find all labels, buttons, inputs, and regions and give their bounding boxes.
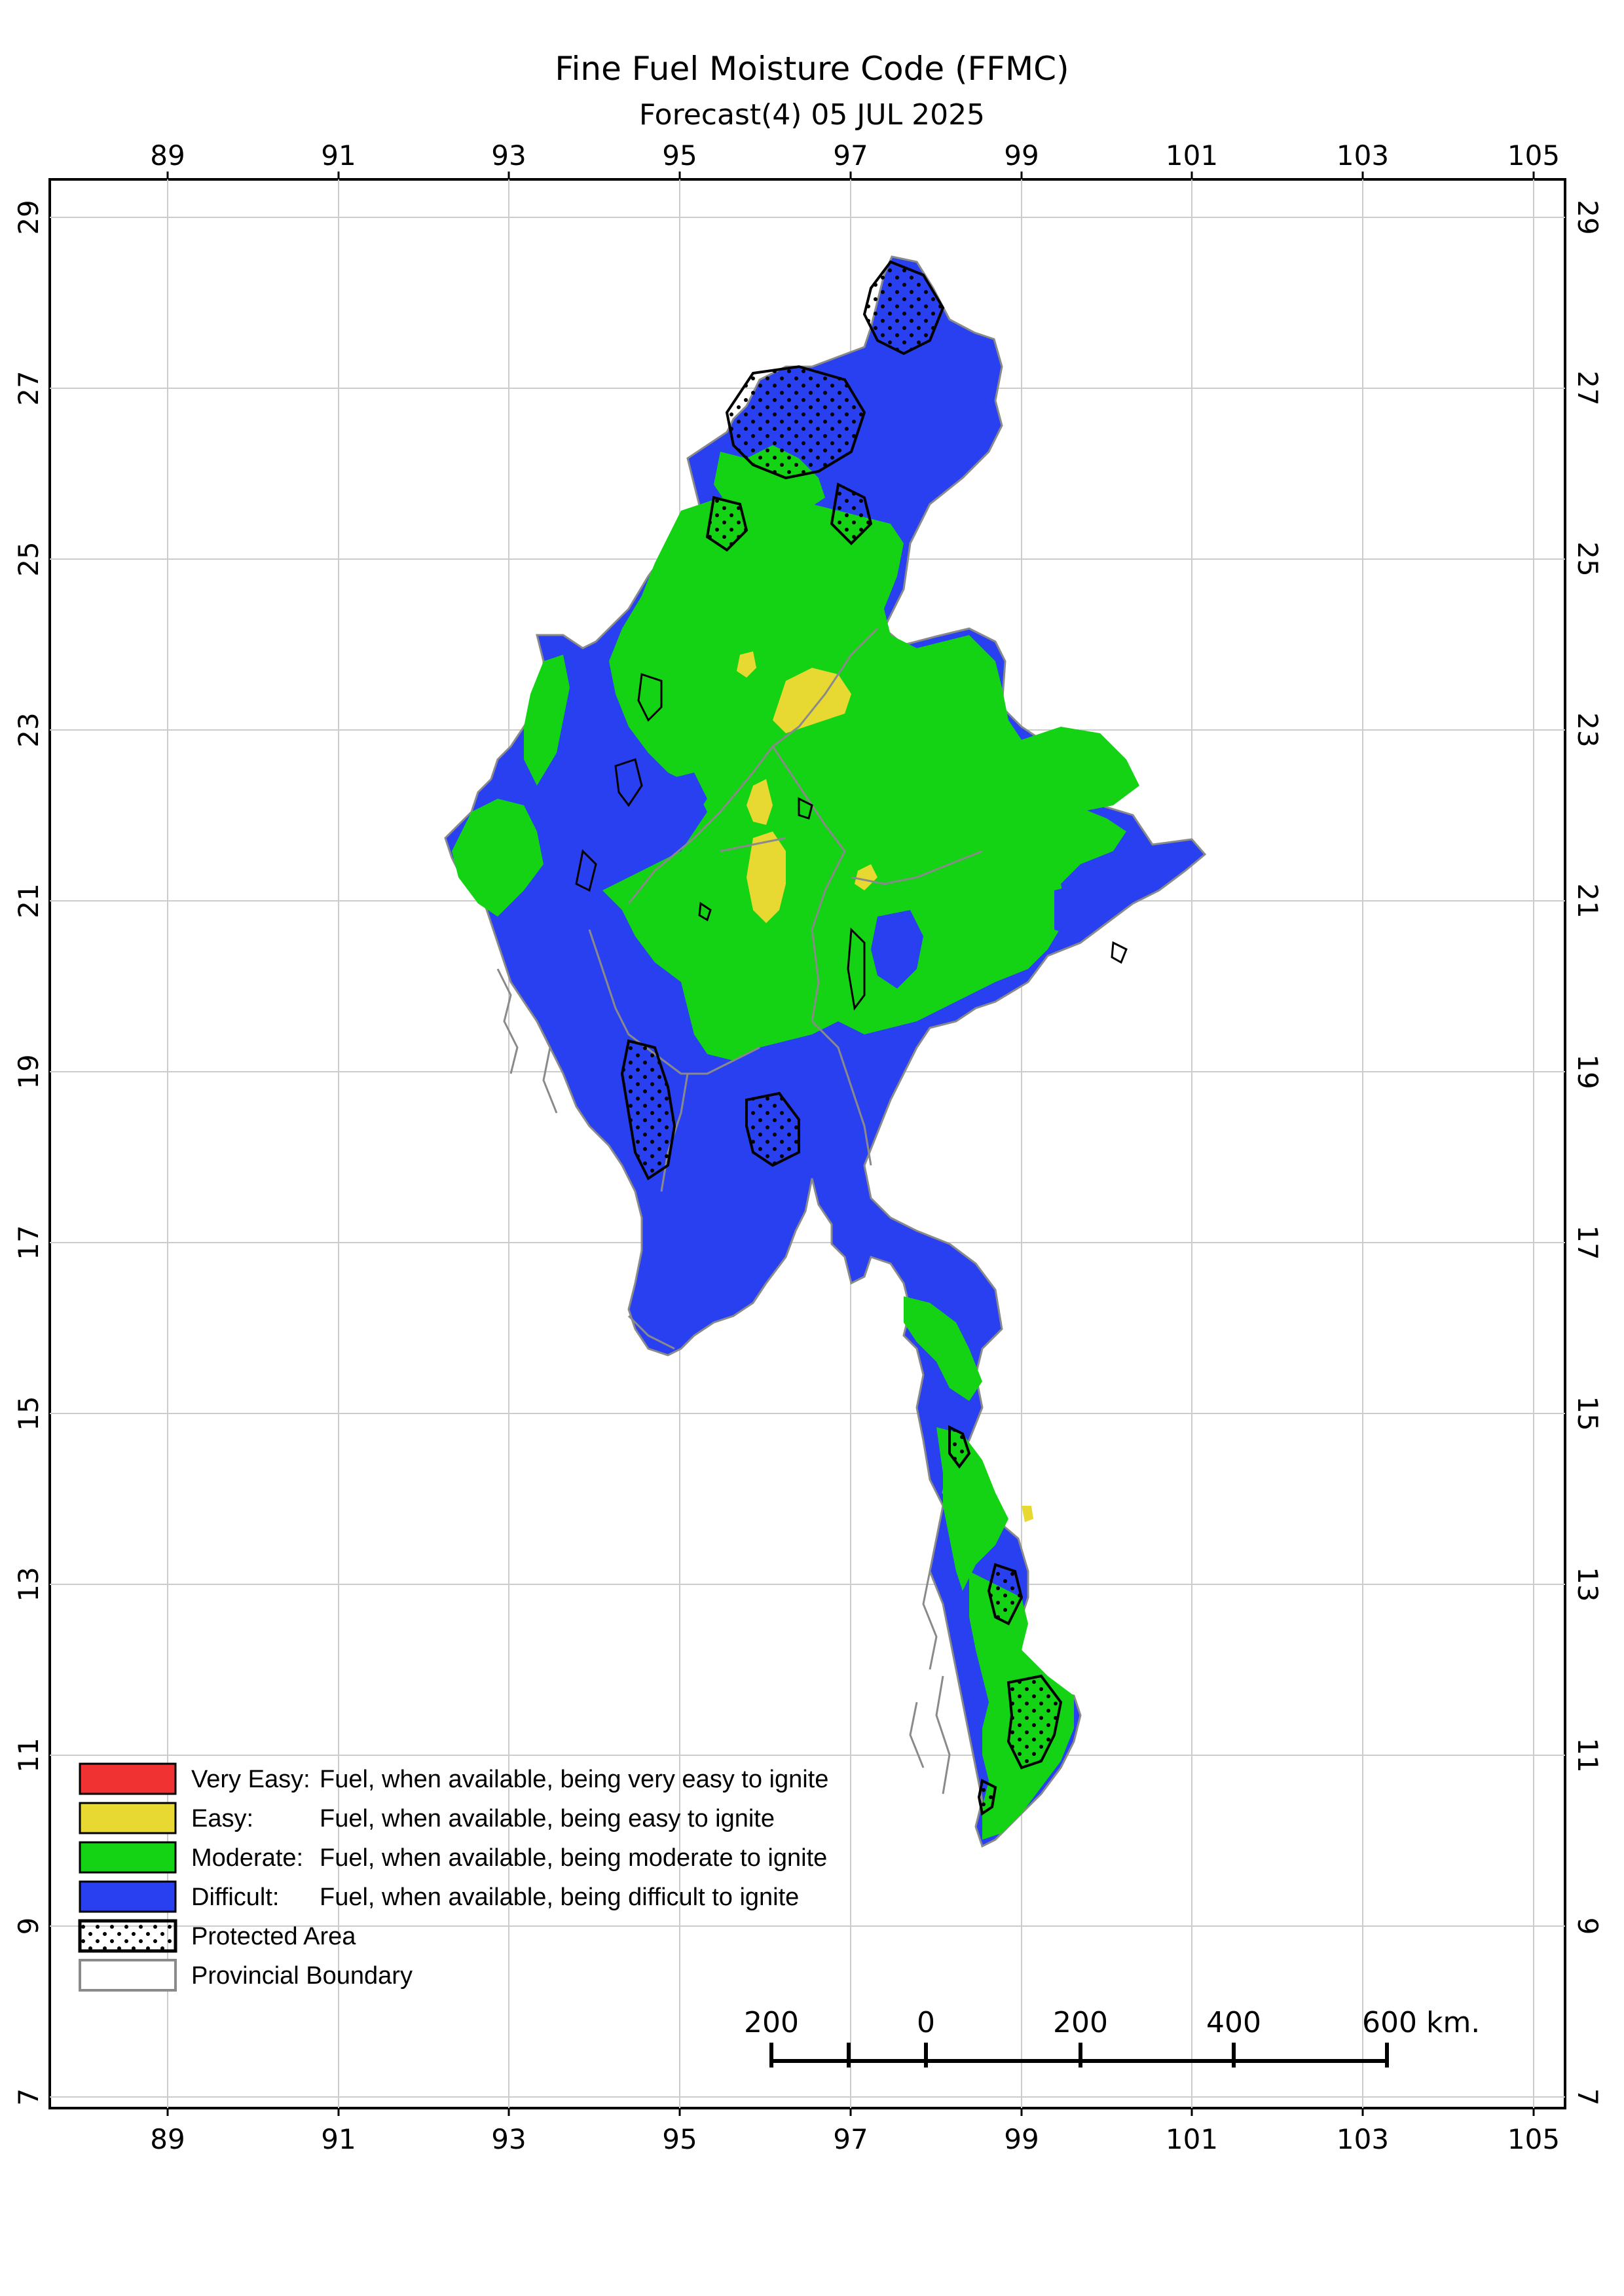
lat-label: 27 — [12, 371, 45, 405]
region-moderate-chin — [524, 655, 570, 786]
lat-label: 23 — [12, 712, 45, 747]
lat-label: 19 — [1572, 1054, 1604, 1089]
lon-label: 95 — [662, 2123, 697, 2155]
lon-label: 95 — [662, 139, 697, 172]
region-easy-3 — [747, 779, 773, 825]
lat-label: 15 — [12, 1396, 45, 1430]
lat-label: 29 — [1572, 200, 1604, 234]
legend-protected-label: Protected Area — [191, 1923, 356, 1950]
legend-desc-difficult: Fuel, when available, being difficult to… — [320, 1884, 799, 1911]
lon-label: 91 — [321, 2123, 356, 2155]
legend-swatch-difficult — [79, 1880, 177, 1913]
lat-label: 7 — [12, 2088, 45, 2106]
legend-class-moderate: Moderate: — [191, 1844, 303, 1872]
lat-label: 15 — [1572, 1396, 1604, 1430]
legend: Very Easy: Fuel, when available, being v… — [78, 1762, 828, 1992]
legend-swatch-boundary — [79, 1959, 177, 1992]
lat-labels-right: 29 27 25 23 21 19 17 15 13 11 9 7 — [1572, 200, 1604, 2105]
lon-label: 89 — [150, 139, 185, 172]
lat-label: 11 — [12, 1738, 45, 1772]
region-difficult-patch1 — [871, 910, 923, 989]
lon-label: 101 — [1166, 2123, 1218, 2155]
lon-labels-bottom: 89 91 93 95 97 99 101 103 105 — [150, 2123, 1560, 2155]
lon-label: 101 — [1166, 139, 1218, 172]
legend-class-very-easy: Very Easy: — [191, 1766, 310, 1793]
legend-swatch-moderate — [79, 1841, 177, 1874]
region-difficult-patch2 — [1054, 884, 1087, 936]
scale-bar: 200 0 200 400 600 km. — [744, 2006, 1480, 2068]
lat-label: 29 — [12, 200, 45, 234]
region-moderate-east — [1022, 727, 1139, 812]
legend-swatch-easy — [79, 1802, 177, 1834]
lon-label: 97 — [833, 139, 868, 172]
protected-outlines — [575, 672, 1128, 1011]
ffmc-raster — [444, 255, 1207, 1848]
scale-label: 400 — [1206, 2006, 1261, 2039]
region-easy-6 — [1022, 1506, 1033, 1522]
lon-label: 93 — [491, 2123, 526, 2155]
legend-desc-moderate: Fuel, when available, being moderate to … — [320, 1844, 827, 1872]
coastal-islands — [496, 968, 951, 1795]
lon-label: 89 — [150, 2123, 185, 2155]
lon-label: 103 — [1337, 2123, 1389, 2155]
region-easy-4 — [855, 864, 877, 890]
map-title: Fine Fuel Moisture Code (FFMC) — [555, 50, 1069, 88]
region-easy-5 — [737, 651, 756, 678]
scale-label: 200 — [1053, 2006, 1108, 2039]
lat-label: 9 — [12, 1918, 45, 1935]
scale-label: 0 — [917, 2006, 935, 2039]
frame-ticks — [166, 172, 1535, 2116]
lat-label: 13 — [12, 1567, 45, 1601]
lat-label: 23 — [1572, 712, 1604, 747]
region-moderate-west — [452, 799, 544, 917]
lat-label: 25 — [12, 541, 45, 576]
lon-label: 105 — [1507, 2123, 1560, 2155]
legend-desc-very-easy: Fuel, when available, being very easy to… — [320, 1766, 828, 1793]
region-easy-2 — [747, 831, 786, 923]
lat-label: 7 — [1572, 2088, 1604, 2106]
lat-labels-left: 29 27 25 23 21 19 17 15 13 11 9 7 — [12, 200, 45, 2105]
lon-labels-top: 89 91 93 95 97 99 101 103 105 — [150, 139, 1560, 172]
lat-label: 21 — [1572, 883, 1604, 918]
legend-class-easy: Easy: — [191, 1805, 253, 1832]
protected-areas — [620, 260, 1063, 1816]
lat-label: 11 — [1572, 1738, 1604, 1772]
lon-label: 99 — [1004, 2123, 1039, 2155]
region-moderate-central — [602, 498, 1126, 1061]
lon-label: 105 — [1507, 139, 1560, 172]
legend-desc-easy: Fuel, when available, being easy to igni… — [320, 1805, 775, 1832]
lat-label: 27 — [1572, 371, 1604, 405]
scale-label: 200 — [744, 2006, 799, 2039]
scale-label: 600 km. — [1362, 2006, 1480, 2039]
legend-class-difficult: Difficult: — [191, 1884, 279, 1911]
lat-label: 19 — [12, 1054, 45, 1089]
lon-label: 91 — [321, 139, 356, 172]
lat-label: 13 — [1572, 1567, 1604, 1601]
lon-label: 99 — [1004, 139, 1039, 172]
lat-label: 17 — [1572, 1225, 1604, 1260]
region-difficult-patch3 — [668, 773, 707, 818]
region-moderate-south2 — [936, 1427, 1008, 1591]
map-subtitle: Forecast(4) 05 JUL 2025 — [639, 98, 985, 132]
lat-label: 9 — [1572, 1918, 1604, 1935]
lat-label: 21 — [12, 883, 45, 918]
legend-swatch-protected — [78, 1919, 177, 1953]
lat-label: 25 — [1572, 541, 1604, 576]
legend-swatch-very-easy — [79, 1762, 177, 1795]
lat-label: 17 — [12, 1225, 45, 1260]
lon-label: 97 — [833, 2123, 868, 2155]
legend-boundary-label: Provincial Boundary — [191, 1962, 413, 1990]
lon-label: 93 — [491, 139, 526, 172]
lon-label: 103 — [1337, 139, 1389, 172]
region-moderate-south1 — [904, 1296, 982, 1401]
provincial-boundaries — [588, 627, 983, 1192]
